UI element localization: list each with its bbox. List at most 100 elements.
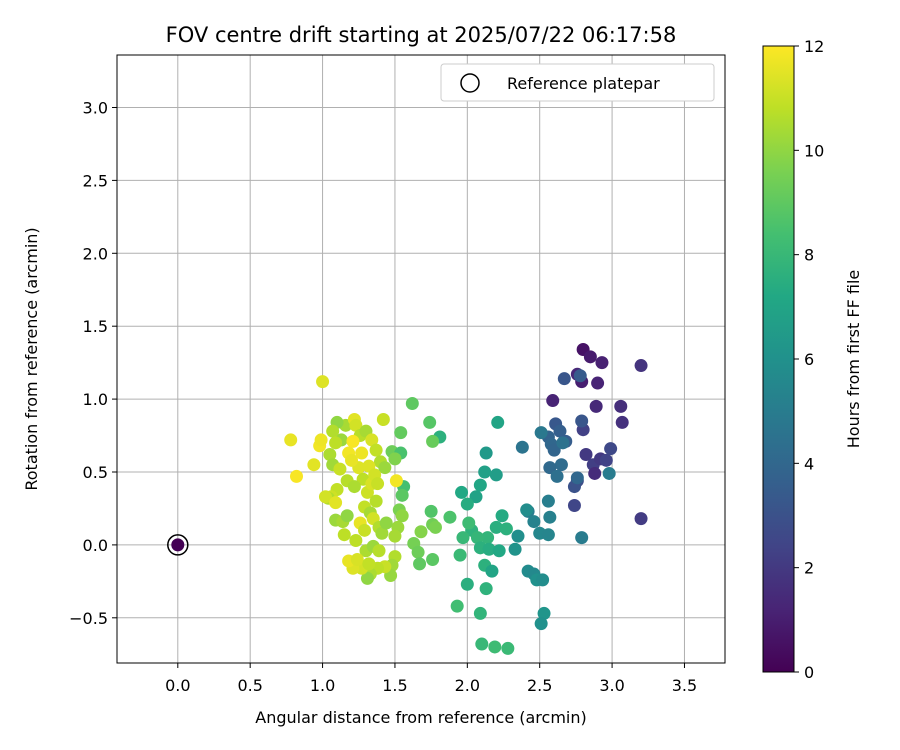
colorbar-tick-label: 2 — [804, 559, 814, 578]
scatter-point — [443, 510, 457, 524]
scatter-point — [388, 452, 402, 466]
scatter-point — [349, 418, 363, 432]
legend-label: Reference platepar — [507, 74, 660, 93]
x-axis-ticks: 0.0 0.5 1.0 1.5 2.0 2.5 3.0 3.5 — [165, 663, 697, 695]
scatter-point — [372, 544, 386, 558]
scatter-point — [473, 606, 487, 620]
scatter-point — [358, 523, 372, 537]
scatter-point — [543, 461, 557, 475]
scatter-point — [485, 564, 499, 578]
scatter-point — [388, 529, 402, 543]
scatter-point — [588, 466, 602, 480]
scatter-point — [553, 424, 567, 438]
scatter-point — [634, 512, 648, 526]
scatter-point — [604, 442, 618, 456]
scatter-point — [589, 399, 603, 413]
scatter-point — [579, 448, 593, 462]
scatter-point — [602, 466, 616, 480]
colorbar-tick-label: 0 — [804, 663, 814, 682]
scatter-point — [470, 531, 484, 545]
scatter-point — [570, 471, 584, 485]
colorbar-tick-label: 10 — [804, 141, 824, 160]
scatter-point — [329, 496, 343, 510]
y-axis-label: Rotation from reference (arcmin) — [22, 227, 41, 490]
scatter-point — [615, 415, 629, 429]
scatter-point — [492, 544, 506, 558]
scatter-point — [347, 480, 361, 494]
scatter-point — [554, 458, 568, 472]
scatter-point — [481, 531, 495, 545]
scatter-point — [460, 497, 474, 511]
scatter-point — [284, 433, 298, 447]
scatter-point — [534, 426, 548, 440]
x-tick-label: 0.0 — [165, 676, 190, 695]
legend-box — [440, 63, 715, 102]
scatter-point — [515, 440, 529, 454]
colorbar-label: Hours from first FF file — [844, 270, 863, 449]
scatter-point — [527, 515, 541, 529]
scatter-point — [547, 443, 561, 457]
scatter-point — [424, 504, 438, 518]
scatter-point — [389, 474, 403, 488]
chart-title: FOV centre drift starting at 2025/07/22 … — [166, 23, 677, 47]
colorbar-tick-label: 12 — [804, 37, 824, 56]
grid — [117, 55, 725, 663]
x-tick-label: 3.0 — [599, 676, 624, 695]
y-tick-label: 2.0 — [83, 244, 108, 263]
x-tick-label: 2.5 — [527, 676, 552, 695]
scatter-point — [479, 582, 493, 596]
scatter-point — [520, 503, 534, 517]
scatter-point — [426, 434, 440, 448]
scatter-point — [346, 434, 360, 448]
scatter-point — [491, 415, 505, 429]
scatter-point — [541, 528, 555, 542]
scatter-point — [394, 426, 408, 440]
scatter-point — [599, 453, 613, 467]
plot-frame — [116, 54, 726, 664]
scatter-point — [614, 399, 628, 413]
scatter-point — [365, 433, 379, 447]
x-tick-label: 0.5 — [237, 676, 262, 695]
scatter-point — [583, 350, 597, 364]
scatter-point — [316, 375, 330, 389]
scatter-point — [428, 520, 442, 534]
scatter-point — [541, 494, 555, 508]
scatter-point — [413, 557, 427, 571]
scatter-point — [488, 640, 502, 654]
scatter-point — [369, 443, 383, 457]
scatter-point — [411, 545, 425, 559]
colorbar-tick-label: 4 — [804, 454, 814, 473]
colorbar-tick-label: 8 — [804, 246, 814, 265]
scatter-point — [414, 525, 428, 539]
scatter-point — [360, 571, 374, 585]
scatter-point — [567, 499, 581, 513]
scatter-point — [314, 433, 328, 447]
colorbar-ticks: 0 2 4 6 8 10 12 — [794, 37, 824, 682]
x-tick-label: 2.0 — [455, 676, 480, 695]
scatter-point — [323, 448, 337, 462]
scatter-point — [378, 461, 392, 475]
scatter-point — [326, 424, 340, 438]
scatter-point — [379, 516, 393, 530]
y-tick-label: 0.5 — [83, 463, 108, 482]
legend: Reference platepar — [440, 63, 715, 102]
scatter-point — [489, 468, 503, 482]
scatter-point — [375, 526, 389, 540]
scatter-point — [543, 510, 557, 524]
scatter-point — [634, 359, 648, 373]
scatter-point — [307, 458, 321, 472]
scatter-point — [340, 509, 354, 523]
y-tick-label: 3.0 — [83, 98, 108, 117]
scatter-point — [423, 415, 437, 429]
scatter-point — [478, 465, 492, 479]
scatter-point — [318, 490, 332, 504]
scatter-point — [475, 637, 489, 651]
y-tick-label: 1.0 — [83, 390, 108, 409]
scatter-point — [501, 641, 515, 655]
colorbar-gradient — [762, 45, 795, 673]
y-tick-label: 1.5 — [83, 317, 108, 336]
scatter-point — [426, 552, 440, 566]
scatter-point — [376, 413, 390, 427]
scatter-point — [499, 522, 513, 536]
